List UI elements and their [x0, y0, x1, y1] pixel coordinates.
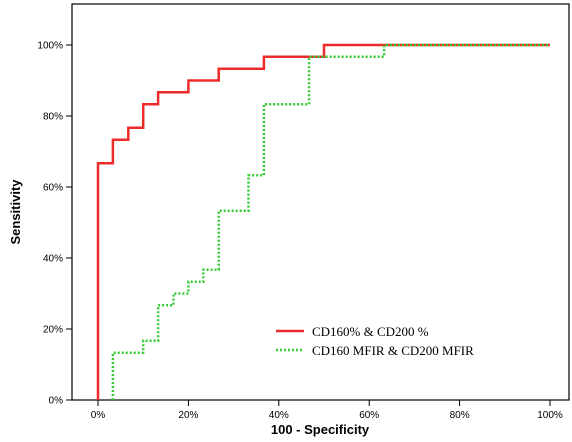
x-tick-label: 80%: [450, 410, 470, 421]
y-tick-label: 40%: [43, 254, 63, 265]
x-tick-label: 100%: [537, 410, 563, 421]
tick-layer: 0% 20% 40% 60% 80% 100% 0% 20% 40% 60% 80% 100%: [37, 41, 562, 422]
plot-frame: [71, 3, 570, 401]
x-tick-label: 40%: [269, 410, 289, 421]
y-tick-label: 80%: [43, 112, 63, 123]
series-line-1: [96, 43, 550, 400]
legend-label-series-1: CD160% & CD200 %: [312, 324, 429, 339]
legend: CD160% & CD200 % CD160 MFIR & CD200 MFIR: [276, 324, 474, 358]
y-axis-title: Sensitivity: [8, 179, 23, 245]
x-axis-title: 100 - Specificity: [271, 422, 370, 437]
x-tick-label: 20%: [178, 410, 198, 421]
series-line-2: [111, 43, 550, 400]
y-tick-label: 20%: [43, 325, 63, 336]
series-layer: [96, 43, 550, 400]
x-tick-label: 0%: [91, 410, 106, 421]
y-tick-label: 100%: [37, 41, 63, 52]
y-tick-label: 60%: [43, 183, 63, 194]
legend-label-series-2: CD160 MFIR & CD200 MFIR: [312, 343, 474, 358]
x-tick-label: 60%: [359, 410, 379, 421]
y-tick-label: 0%: [49, 396, 64, 407]
